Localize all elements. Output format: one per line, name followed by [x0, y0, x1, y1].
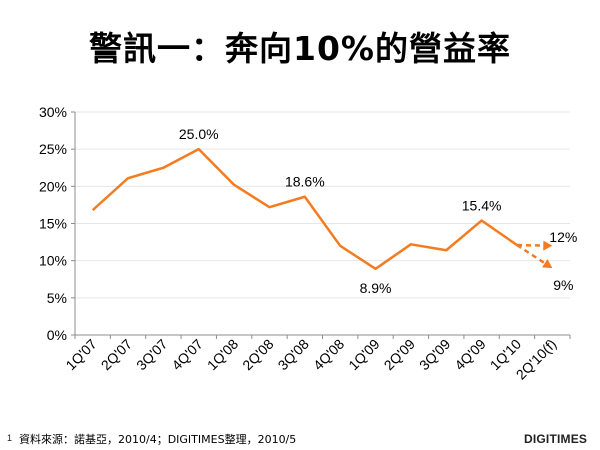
x-tick-label: 3Q'08	[275, 336, 313, 374]
series-line	[91, 147, 518, 271]
data-labels: 12% 9% 25.0% 18.6% 8.9% 15.4%	[179, 126, 577, 296]
data-label: 8.9%	[360, 280, 392, 296]
x-tick-label: 4Q'09	[451, 336, 489, 374]
y-tick-label: 30%	[39, 104, 67, 120]
forecast-line	[516, 244, 546, 265]
y-tick-label: 20%	[39, 178, 67, 194]
axes	[71, 111, 571, 339]
x-tick-labels: 1Q'072Q'073Q'074Q'071Q'082Q'083Q'084Q'08…	[62, 336, 559, 383]
slide-title: 警訊一：奔向10%的營益率	[89, 29, 511, 68]
x-tick-label: 3Q'07	[133, 336, 171, 374]
x-tick-label: 1Q'09	[345, 336, 383, 374]
source-note: 資料來源：諾基亞，2010/4；DIGITIMES整理，2010/5	[19, 433, 297, 446]
x-tick-label: 4Q'07	[168, 336, 206, 374]
page-number: 1	[7, 433, 13, 443]
x-tick-label: 2Q'09	[381, 336, 419, 374]
forecast-arrowhead	[543, 240, 553, 251]
series	[91, 147, 518, 271]
gridlines	[75, 111, 570, 299]
forecast	[516, 240, 553, 269]
data-label: 25.0%	[179, 126, 219, 142]
data-label: 18.6%	[285, 174, 325, 190]
forecast-label: 12%	[549, 229, 577, 245]
y-tick-label: 10%	[39, 253, 67, 269]
x-tick-label: 2Q'07	[98, 336, 136, 374]
y-tick-label: 25%	[39, 141, 67, 157]
x-tick-label: 1Q'08	[204, 336, 242, 374]
x-tick-label: 4Q'08	[310, 336, 348, 374]
y-tick-labels: 0% 5% 10% 15% 20% 25% 30%	[39, 104, 67, 343]
forecast-line	[516, 243, 544, 247]
y-tick-label: 15%	[39, 216, 67, 232]
forecast-label: 9%	[553, 277, 573, 293]
data-label: 15.4%	[462, 198, 502, 214]
x-tick-label: 3Q'09	[416, 336, 454, 374]
x-tick-label: 1Q'07	[62, 336, 100, 374]
forecast-arrowhead	[542, 258, 553, 269]
x-tick-label: 2Q'08	[239, 336, 277, 374]
y-tick-label: 0%	[47, 327, 67, 343]
digitimes-logo: DIGITIMES	[524, 432, 588, 446]
y-tick-label: 5%	[47, 290, 67, 306]
